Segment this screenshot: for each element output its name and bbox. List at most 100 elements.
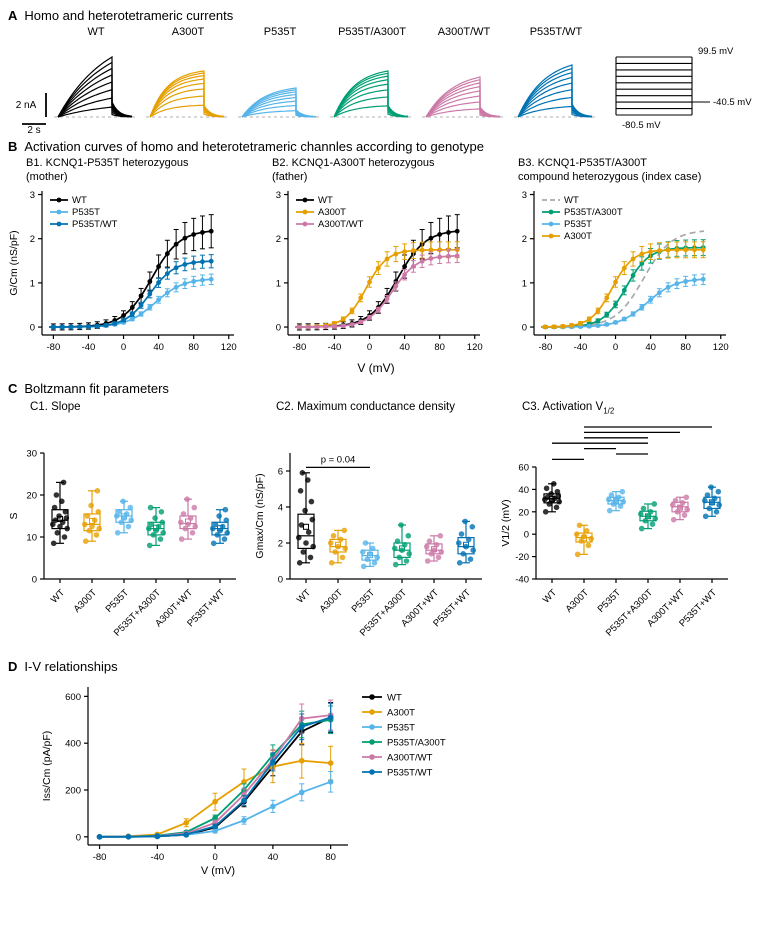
svg-text:0: 0: [30, 323, 35, 334]
svg-text:1: 1: [276, 278, 281, 289]
svg-text:-40: -40: [328, 342, 342, 353]
svg-text:2: 2: [30, 234, 35, 245]
svg-text:1: 1: [30, 278, 35, 289]
trace-label: P535T: [263, 26, 297, 38]
b2-title-line1: B2. KCNQ1-A300T heterozygous: [272, 157, 435, 169]
svg-text:10: 10: [26, 533, 37, 544]
svg-text:120: 120: [221, 342, 237, 353]
svg-text:P535T/WT: P535T/WT: [387, 768, 433, 779]
b3-title-line2: compound heterozygous (index case): [518, 170, 702, 183]
svg-text:0: 0: [522, 323, 527, 334]
scale-bars: 2 nA 2 s: [16, 93, 47, 133]
c1-title: C1. Slope: [30, 401, 81, 413]
svg-text:40: 40: [153, 342, 164, 353]
current-traces-p535t-wt: [514, 64, 598, 118]
svg-text:P535T: P535T: [596, 587, 624, 615]
svg-text:V (mV): V (mV): [201, 865, 235, 877]
svg-text:4: 4: [278, 503, 283, 514]
trace-group-wt: WT: [50, 26, 142, 133]
svg-text:WT: WT: [72, 195, 87, 206]
svg-text:-40: -40: [515, 575, 529, 586]
b3-title: B3. KCNQ1-P535T/A300T compound heterozyg…: [518, 157, 736, 185]
b2-title-line2: (father): [272, 170, 308, 183]
panel-d: D I-V relationships -80 -40 0 40 80 0 200 400 600…: [6, 659, 760, 877]
svg-text:WT: WT: [295, 587, 313, 605]
panel-c: C Boltzmann fit parameters C1. Slope 0 10 2…: [6, 381, 760, 653]
svg-text:0: 0: [278, 575, 283, 586]
svg-text:80: 80: [188, 342, 199, 353]
svg-text:WT: WT: [564, 195, 579, 206]
panel-d-heading: I-V relationships: [24, 659, 118, 674]
panel-b: B Activation curves of homo and heterotet…: [6, 139, 760, 375]
activation-charts-row: B1. KCNQ1-P535T heterozygous (mother) -8…: [6, 157, 760, 361]
svg-text:A300T: A300T: [72, 587, 100, 615]
b1-title-line2: (mother): [26, 170, 68, 183]
current-traces-wt: [54, 55, 138, 118]
chart-b1: B1. KCNQ1-P535T heterozygous (mother) -8…: [6, 157, 244, 361]
svg-text:200: 200: [65, 785, 81, 796]
svg-text:-80: -80: [539, 342, 553, 353]
chart-c3: C3. Activation V1/2 -40 -20 0 20 40 60 V1/2 (m…: [498, 399, 736, 653]
svg-text:400: 400: [65, 739, 81, 750]
panel-c-title: C Boltzmann fit parameters: [8, 381, 760, 396]
svg-text:3: 3: [522, 190, 527, 201]
panel-a-heading: Homo and heterotetrameric currents: [24, 8, 234, 23]
trace-label: A300T/WT: [437, 26, 491, 38]
panel-b-title: B Activation curves of homo and heterotet…: [8, 139, 760, 154]
svg-text:2: 2: [522, 234, 527, 245]
svg-text:20: 20: [518, 507, 529, 518]
trace-group-p535t-wt: P535T/WT: [510, 26, 602, 133]
svg-text:40: 40: [645, 342, 656, 353]
current-traces-a300t: [146, 70, 230, 118]
svg-text:0: 0: [524, 530, 529, 541]
panel-b-heading: Activation curves of homo and heterotetr…: [24, 139, 484, 154]
svg-text:p = 0.04: p = 0.04: [321, 454, 356, 465]
svg-text:99.5 mV: 99.5 mV: [698, 46, 734, 57]
svg-text:80: 80: [434, 342, 445, 353]
svg-text:0: 0: [367, 342, 372, 353]
svg-text:20: 20: [26, 491, 37, 502]
panel-c-heading: Boltzmann fit parameters: [24, 381, 169, 396]
panel-a-letter: A: [8, 8, 18, 23]
panel-d-letter: D: [8, 659, 18, 674]
trace-group-a300t-wt: A300T/WT: [418, 26, 510, 133]
boxplot-row: C1. Slope 0 10 20 30 S WT A300T P535T P535T+A300…: [6, 399, 760, 653]
svg-text:30: 30: [26, 449, 37, 460]
svg-text:0: 0: [76, 832, 81, 843]
svg-text:0: 0: [613, 342, 618, 353]
svg-text:40: 40: [268, 852, 279, 863]
b1-title-line1: B1. KCNQ1-P535T heterozygous: [26, 157, 189, 169]
current-traces-p535t: [238, 87, 322, 118]
svg-text:0: 0: [121, 342, 126, 353]
panel-c-letter: C: [8, 381, 18, 396]
current-traces-p535t-a300t: [330, 70, 414, 118]
panel-d-title: D I-V relationships: [8, 659, 760, 674]
svg-text:WT: WT: [318, 195, 333, 206]
svg-text:WT: WT: [541, 587, 559, 605]
trace-group-p535t: P535T: [234, 26, 326, 133]
svg-text:40: 40: [518, 485, 529, 496]
svg-text:2 s: 2 s: [27, 125, 40, 133]
svg-text:S: S: [8, 512, 20, 519]
svg-text:Iss/Cm (pA/pF): Iss/Cm (pA/pF): [41, 731, 53, 802]
svg-text:0: 0: [212, 852, 217, 863]
svg-text:2: 2: [276, 234, 281, 245]
b1-activation-chart: -80 -40 0 40 80 120 0 1 2 3 G/Cm (nS/pF) WTP535TP53…: [8, 190, 237, 353]
current-traces-row: 2 nA 2 s WT A300T P535T P535T/A300T A300T…: [6, 26, 760, 133]
svg-text:-40: -40: [150, 852, 164, 863]
svg-text:120: 120: [467, 342, 483, 353]
iv-relationships-chart: -80 -40 0 40 80 0 200 400 600 Iss/Cm (pA/pF) V (mV…: [41, 687, 446, 877]
svg-text:A300T: A300T: [318, 587, 346, 615]
svg-text:P535T: P535T: [72, 207, 100, 218]
svg-text:-40: -40: [574, 342, 588, 353]
svg-text:A300T: A300T: [564, 231, 592, 242]
c3-title: C3. Activation V1/2: [522, 401, 615, 416]
svg-text:80: 80: [680, 342, 691, 353]
current-traces-a300t-wt: [422, 76, 506, 118]
iv-chart-wrap: -80 -40 0 40 80 0 200 400 600 Iss/Cm (pA/pF) V (mV…: [36, 677, 760, 877]
chart-b2: B2. KCNQ1-A300T heterozygous (father) -8…: [252, 157, 490, 361]
trace-label: P535T/A300T: [338, 26, 406, 38]
svg-text:120: 120: [713, 342, 729, 353]
